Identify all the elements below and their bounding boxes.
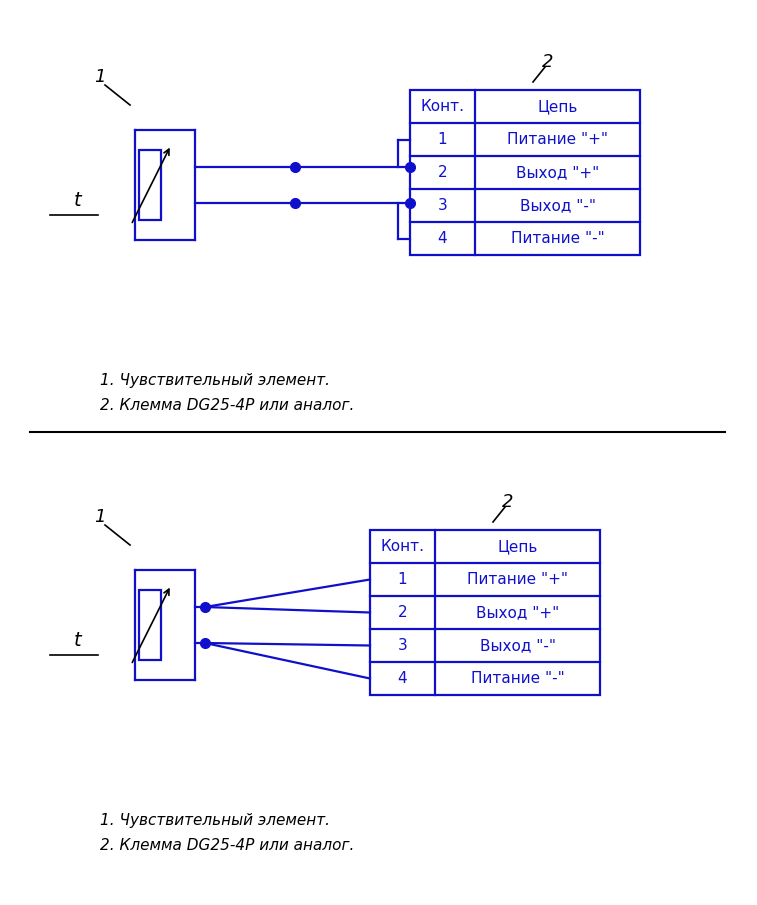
Text: Питание "-": Питание "-" — [471, 671, 565, 686]
Text: Выход "-": Выход "-" — [519, 198, 596, 213]
Text: Цепь: Цепь — [497, 539, 537, 554]
Text: 2: 2 — [397, 605, 407, 620]
Text: 1. Чувствительный элемент.: 1. Чувствительный элемент. — [100, 813, 330, 827]
Text: t: t — [74, 631, 82, 650]
Text: Цепь: Цепь — [537, 99, 578, 114]
Bar — [139, 590, 161, 660]
Text: Выход "+": Выход "+" — [516, 165, 599, 180]
Text: 2: 2 — [542, 53, 554, 71]
Text: 2. Клемма DG25-4P или аналог.: 2. Клемма DG25-4P или аналог. — [100, 837, 354, 853]
Text: 4: 4 — [397, 671, 407, 686]
Text: Выход "+": Выход "+" — [476, 605, 559, 620]
Text: 1: 1 — [95, 68, 106, 86]
Text: 3: 3 — [438, 198, 447, 213]
Text: 1: 1 — [95, 508, 106, 526]
Bar — [370, 530, 600, 695]
Bar — [139, 150, 161, 220]
Text: Конт.: Конт. — [381, 539, 425, 554]
Text: 2: 2 — [438, 165, 447, 180]
Text: Выход "-": Выход "-" — [479, 638, 556, 653]
Text: 4: 4 — [438, 231, 447, 246]
Text: Питание "-": Питание "-" — [511, 231, 604, 246]
Text: Питание "+": Питание "+" — [467, 572, 568, 587]
Text: 2. Клемма DG25-4P или аналог.: 2. Клемма DG25-4P или аналог. — [100, 397, 354, 413]
Text: 1: 1 — [438, 132, 447, 147]
Text: 2: 2 — [502, 493, 514, 511]
Text: Конт.: Конт. — [420, 99, 465, 114]
Text: 1. Чувствительный элемент.: 1. Чувствительный элемент. — [100, 373, 330, 387]
Bar — [410, 90, 640, 255]
Text: 3: 3 — [397, 638, 407, 653]
Text: t: t — [74, 190, 82, 209]
Text: 1: 1 — [397, 572, 407, 587]
Text: Питание "+": Питание "+" — [507, 132, 608, 147]
